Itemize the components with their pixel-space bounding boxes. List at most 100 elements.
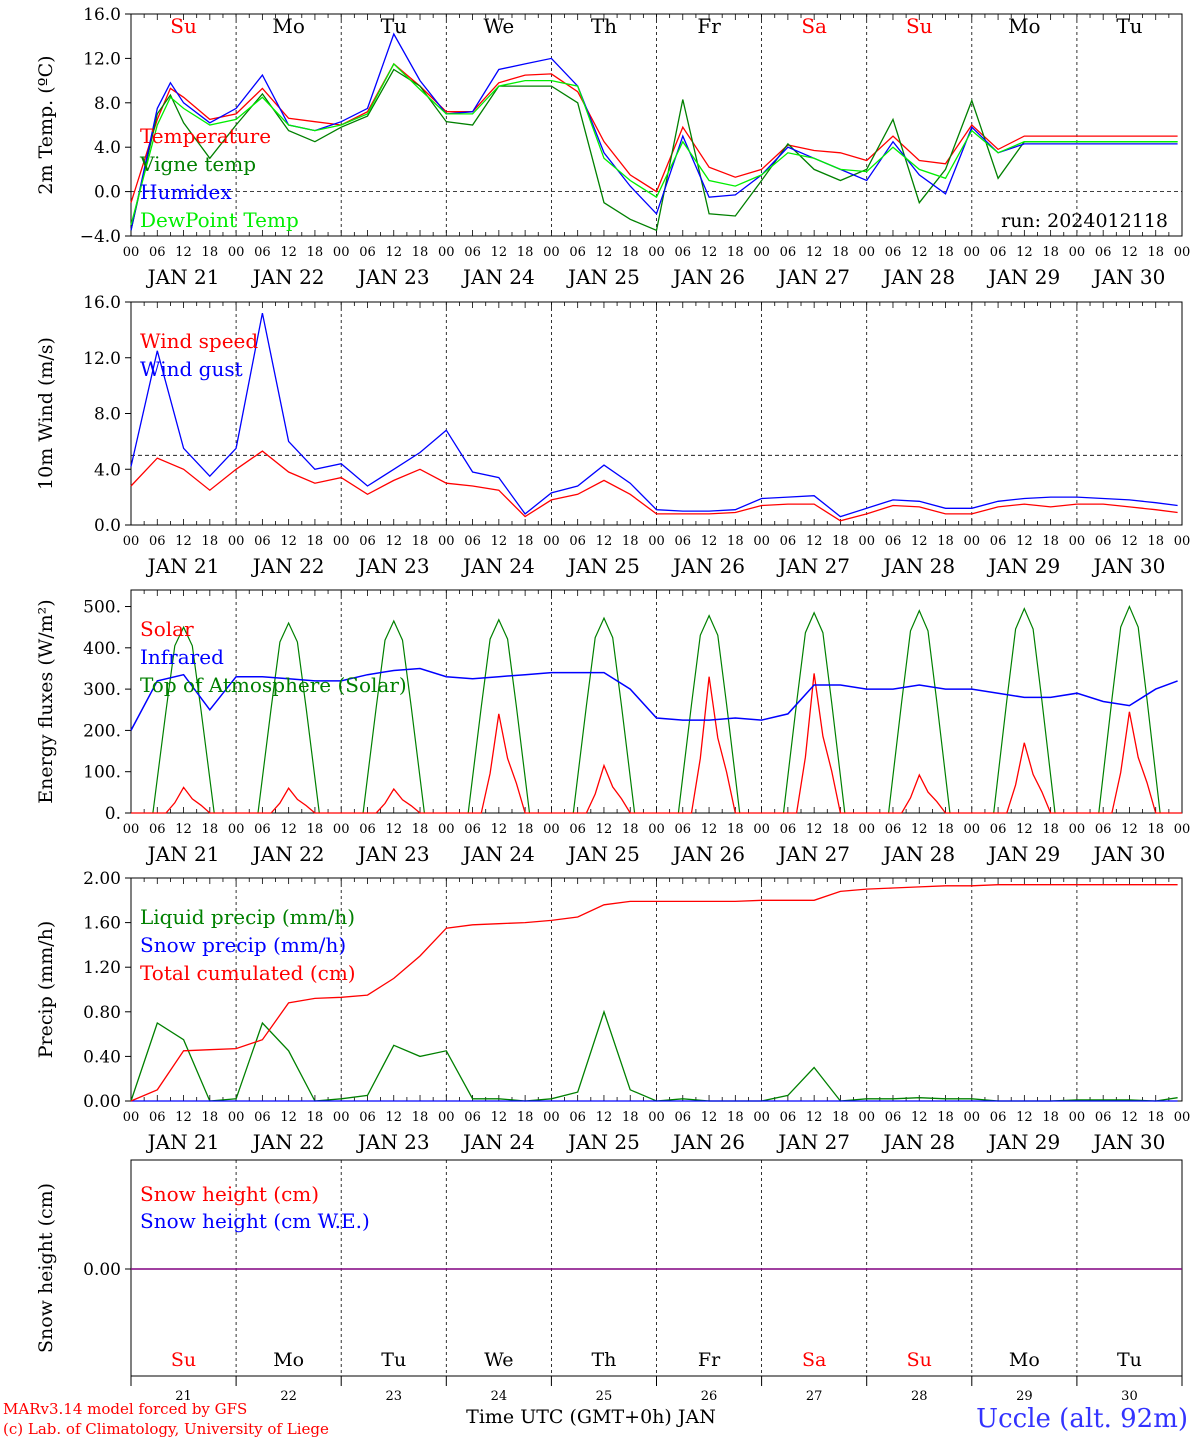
hour-tick-label: 12 — [1016, 1110, 1033, 1125]
y-tick-label: 16.0 — [83, 293, 121, 313]
date-label: JAN 24 — [461, 1130, 535, 1154]
series-line — [130, 450, 1178, 522]
hour-tick-label: 00 — [648, 1110, 665, 1125]
hour-tick-label: 12 — [385, 245, 402, 260]
date-label: JAN 22 — [251, 554, 325, 578]
hour-tick-label: 18 — [307, 245, 324, 260]
hour-tick-label: 00 — [438, 534, 455, 549]
series-line — [130, 68, 1178, 232]
toa-solar-line — [782, 611, 846, 814]
hour-tick-label: 00 — [1174, 245, 1191, 260]
weekday-label: We — [484, 1349, 513, 1371]
hour-tick-label: 00 — [858, 534, 875, 549]
hour-tick-label: 12 — [596, 534, 613, 549]
hour-tick-label: 06 — [569, 1110, 586, 1125]
date-label: JAN 25 — [566, 1130, 640, 1154]
hour-tick-label: 06 — [780, 1110, 797, 1125]
hour-tick-label: 06 — [149, 245, 166, 260]
hour-tick-label: 12 — [1016, 245, 1033, 260]
y-tick-label: 12.0 — [83, 49, 121, 69]
hour-tick-label: 06 — [675, 245, 692, 260]
hour-tick-label: 12 — [280, 245, 297, 260]
hour-tick-label: 12 — [175, 245, 192, 260]
y-tick-label: 0.80 — [83, 1003, 121, 1023]
date-label: JAN 22 — [251, 1130, 325, 1154]
hour-tick-label: 12 — [1121, 1110, 1138, 1125]
hour-tick-label: 12 — [911, 1110, 928, 1125]
hour-tick-label: 18 — [307, 534, 324, 549]
hour-tick-label: 12 — [806, 245, 823, 260]
hour-tick-label: 12 — [491, 534, 508, 549]
weekday-label: Fr — [698, 1349, 721, 1371]
hour-tick-label: 12 — [701, 822, 718, 837]
series-line — [130, 62, 1178, 203]
hour-tick-label: 06 — [254, 245, 271, 260]
day-number-label: 29 — [1016, 1389, 1033, 1404]
hour-tick-label: 00 — [333, 822, 350, 837]
legend-entry: Snow height (cm W.E.) — [140, 1209, 370, 1233]
credit-line: MARv3.14 model forced by GFS — [3, 1400, 247, 1418]
hour-tick-label: 12 — [701, 245, 718, 260]
hour-tick-label: 18 — [517, 822, 534, 837]
hour-tick-label: 00 — [543, 1110, 560, 1125]
hour-tick-label: 06 — [1095, 245, 1112, 260]
hour-tick-label: 06 — [885, 822, 902, 837]
hour-tick-label: 06 — [464, 1110, 481, 1125]
hour-tick-label: 00 — [858, 822, 875, 837]
hour-tick-label: 00 — [1069, 534, 1086, 549]
hour-tick-label: 06 — [569, 245, 586, 260]
date-label: JAN 30 — [1092, 265, 1166, 289]
hour-tick-label: 00 — [753, 822, 770, 837]
hour-tick-label: 00 — [333, 1110, 350, 1125]
hour-tick-label: 06 — [149, 1110, 166, 1125]
y-tick-label: 4.0 — [94, 460, 121, 480]
legend-entry: Temperature — [140, 124, 271, 148]
hour-tick-label: 06 — [254, 534, 271, 549]
toa-solar-line — [677, 614, 741, 814]
hour-tick-label: 06 — [780, 245, 797, 260]
hour-tick-label: 18 — [622, 245, 639, 260]
date-label: JAN 23 — [356, 554, 430, 578]
hour-tick-label: 06 — [149, 534, 166, 549]
hour-tick-label: 00 — [543, 534, 560, 549]
series-line — [130, 312, 1178, 518]
hour-tick-label: 00 — [964, 1110, 981, 1125]
legend-entry: Infrared — [140, 645, 224, 669]
y-tick-label: 400. — [83, 639, 121, 659]
hour-tick-label: 00 — [228, 245, 245, 260]
hour-tick-label: 18 — [727, 534, 744, 549]
hour-tick-label: 18 — [307, 822, 324, 837]
y-tick-label: 0.40 — [83, 1047, 121, 1067]
date-label: JAN 24 — [461, 265, 535, 289]
hour-tick-label: 12 — [175, 822, 192, 837]
y-tick-label: 12.0 — [83, 349, 121, 369]
y-tick-label: 0.0 — [94, 183, 121, 203]
date-label: JAN 21 — [146, 1130, 220, 1154]
series-line — [130, 32, 1178, 231]
hour-tick-label: 12 — [1016, 822, 1033, 837]
hour-tick-label: 18 — [1147, 1110, 1164, 1125]
y-tick-label: 4.0 — [94, 138, 121, 158]
hour-tick-label: 18 — [832, 245, 849, 260]
date-label: JAN 21 — [146, 842, 220, 866]
hour-tick-label: 00 — [648, 822, 665, 837]
hour-tick-label: 06 — [254, 1110, 271, 1125]
hour-tick-label: 06 — [464, 822, 481, 837]
hour-tick-label: 12 — [1016, 534, 1033, 549]
hour-tick-label: 18 — [202, 245, 219, 260]
weekday-label: Fr — [697, 14, 721, 38]
legend-entry: Top of Atmosphere (Solar) — [140, 673, 407, 697]
hour-tick-label: 18 — [1042, 1110, 1059, 1125]
hour-tick-label: 06 — [359, 245, 376, 260]
hour-tick-label: 00 — [123, 245, 140, 260]
hour-tick-label: 18 — [202, 1110, 219, 1125]
y-tick-label: 8.0 — [94, 94, 121, 114]
series-line — [130, 62, 1178, 226]
date-label: JAN 23 — [356, 265, 430, 289]
y-tick-label: 0.00 — [83, 1260, 121, 1280]
hour-tick-label: 00 — [438, 822, 455, 837]
hour-tick-label: 00 — [858, 1110, 875, 1125]
hour-tick-label: 18 — [832, 1110, 849, 1125]
date-label: JAN 26 — [671, 842, 745, 866]
hour-tick-label: 12 — [1121, 822, 1138, 837]
